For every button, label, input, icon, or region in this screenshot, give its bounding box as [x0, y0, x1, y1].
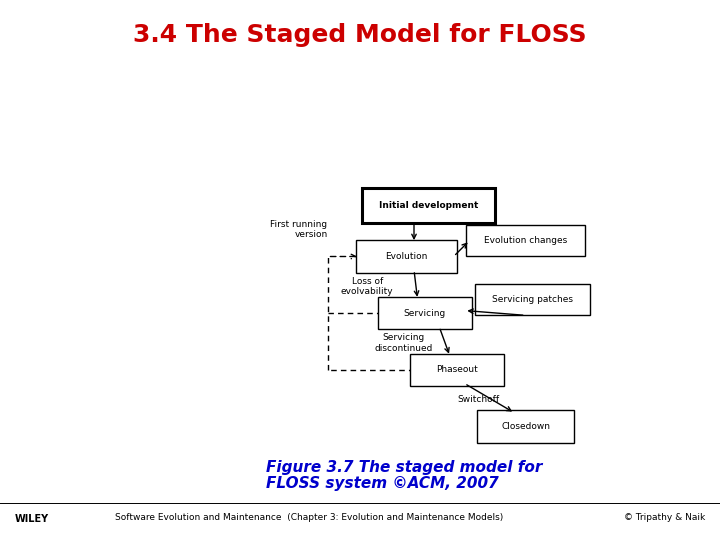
- Text: Servicing
discontinued: Servicing discontinued: [374, 333, 433, 353]
- Text: Figure 3.7 The staged model for: Figure 3.7 The staged model for: [266, 460, 543, 475]
- Text: Evolution: Evolution: [386, 252, 428, 261]
- Text: Closedown: Closedown: [501, 422, 550, 431]
- Text: Loss of
evolvability: Loss of evolvability: [341, 276, 394, 296]
- Text: First running
version: First running version: [271, 220, 328, 239]
- Text: Servicing: Servicing: [404, 309, 446, 318]
- FancyBboxPatch shape: [361, 187, 495, 222]
- Text: Evolution changes: Evolution changes: [484, 236, 567, 245]
- Text: Software Evolution and Maintenance  (Chapter 3: Evolution and Maintenance Models: Software Evolution and Maintenance (Chap…: [115, 513, 503, 522]
- Text: 3.4 The Staged Model for FLOSS: 3.4 The Staged Model for FLOSS: [133, 23, 587, 47]
- Text: Switchoff: Switchoff: [458, 395, 500, 404]
- Text: Phaseout: Phaseout: [436, 366, 478, 374]
- Text: WILEY: WILEY: [14, 515, 48, 524]
- FancyBboxPatch shape: [475, 284, 590, 315]
- Text: Initial development: Initial development: [379, 201, 478, 210]
- Text: Servicing patches: Servicing patches: [492, 295, 573, 304]
- Text: © Tripathy & Naik: © Tripathy & Naik: [624, 513, 706, 522]
- FancyBboxPatch shape: [378, 297, 472, 329]
- FancyBboxPatch shape: [356, 240, 457, 273]
- FancyBboxPatch shape: [467, 225, 585, 256]
- FancyBboxPatch shape: [477, 410, 575, 443]
- Text: FLOSS system ©ACM, 2007: FLOSS system ©ACM, 2007: [266, 476, 499, 491]
- FancyBboxPatch shape: [410, 354, 504, 386]
